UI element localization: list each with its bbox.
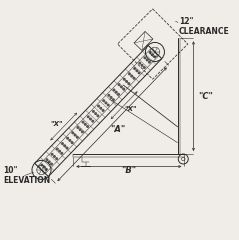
Circle shape <box>62 143 63 144</box>
Circle shape <box>56 148 58 150</box>
Circle shape <box>149 52 151 53</box>
Circle shape <box>152 54 153 55</box>
Text: "C": "C" <box>198 92 213 101</box>
Circle shape <box>85 124 86 125</box>
Circle shape <box>56 158 57 159</box>
Circle shape <box>92 120 93 122</box>
Circle shape <box>100 108 102 109</box>
Circle shape <box>97 115 99 117</box>
Circle shape <box>69 140 71 141</box>
Circle shape <box>92 111 94 112</box>
Circle shape <box>124 78 125 80</box>
Circle shape <box>113 99 114 101</box>
Circle shape <box>79 129 81 131</box>
Circle shape <box>51 154 53 155</box>
Circle shape <box>131 75 132 77</box>
Circle shape <box>71 142 73 143</box>
Circle shape <box>102 110 104 111</box>
Circle shape <box>72 132 74 134</box>
Circle shape <box>128 83 130 84</box>
Circle shape <box>136 70 138 72</box>
Circle shape <box>108 95 110 96</box>
Circle shape <box>105 102 107 104</box>
Circle shape <box>43 166 45 168</box>
Circle shape <box>46 169 47 170</box>
Circle shape <box>77 127 79 128</box>
Circle shape <box>149 61 150 63</box>
Circle shape <box>61 152 63 154</box>
Text: "X": "X" <box>124 106 136 112</box>
Circle shape <box>54 156 55 157</box>
Circle shape <box>66 147 68 149</box>
Circle shape <box>107 104 109 106</box>
Text: 12"
CLEARANCE: 12" CLEARANCE <box>179 17 229 36</box>
Circle shape <box>138 72 140 74</box>
Text: "B": "B" <box>121 166 136 175</box>
Circle shape <box>87 126 88 127</box>
Text: "X": "X" <box>51 120 63 126</box>
Circle shape <box>134 68 136 69</box>
Circle shape <box>110 97 112 98</box>
Circle shape <box>46 159 48 161</box>
Circle shape <box>67 138 68 139</box>
Circle shape <box>41 164 43 166</box>
Circle shape <box>49 161 50 163</box>
Circle shape <box>139 62 141 64</box>
Circle shape <box>143 67 145 68</box>
Circle shape <box>113 89 115 91</box>
Circle shape <box>98 105 99 107</box>
Circle shape <box>90 118 91 120</box>
Circle shape <box>147 59 148 61</box>
Text: "A": "A" <box>110 125 125 134</box>
Circle shape <box>121 86 122 88</box>
Circle shape <box>144 57 146 59</box>
Circle shape <box>74 134 76 136</box>
Circle shape <box>118 84 120 85</box>
Circle shape <box>64 145 65 147</box>
Circle shape <box>133 78 135 79</box>
Circle shape <box>95 113 97 114</box>
Circle shape <box>103 100 104 102</box>
Circle shape <box>82 121 84 123</box>
Text: 10"
ELEVATION: 10" ELEVATION <box>3 166 50 185</box>
Circle shape <box>118 94 119 95</box>
Circle shape <box>87 116 89 118</box>
Circle shape <box>154 56 155 58</box>
Circle shape <box>141 65 143 66</box>
Circle shape <box>123 88 125 90</box>
Circle shape <box>126 81 127 82</box>
Circle shape <box>129 73 130 75</box>
Circle shape <box>59 150 60 152</box>
Circle shape <box>76 136 78 138</box>
Circle shape <box>51 163 52 165</box>
Circle shape <box>115 91 117 93</box>
Circle shape <box>82 131 83 133</box>
